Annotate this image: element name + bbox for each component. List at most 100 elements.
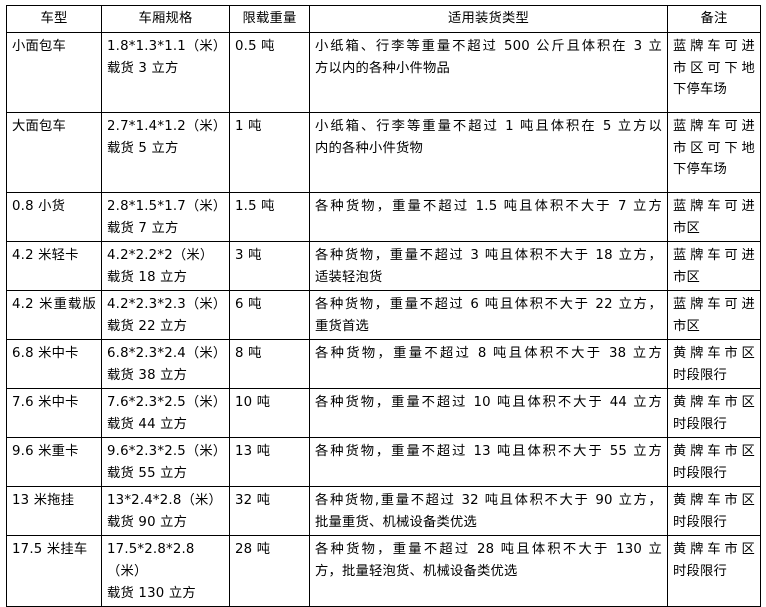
column-header-cargo: 适用装货类型 bbox=[309, 5, 668, 33]
table-row: 13 米拖挂 13*2.4*2.8（米） 载货 90 立方 32 吨 各种货物,… bbox=[6, 486, 761, 537]
column-header-size: 车厢规格 bbox=[101, 5, 230, 33]
cell-size: 13*2.4*2.8（米） 载货 90 立方 bbox=[101, 486, 230, 537]
table-row: 大面包车 2.7*1.4*1.2（米） 载货 5 立方 1 吨 小纸箱、行李等重… bbox=[6, 112, 761, 193]
cargo-line-2: 内的各种小件货物 bbox=[315, 140, 423, 156]
cargo-line-1: 各种货物，重量不超过 1.5 吨且体积不大于 7 立方 bbox=[315, 199, 662, 214]
cargo-line-1: 各种货物，重量不超过 28 吨且体积不大于 130 立 bbox=[315, 542, 662, 558]
cell-model: 9.6 米重卡 bbox=[6, 437, 102, 488]
cell-cargo: 各种货物，重量不超过 3 吨且体积不大于 18 立方， 适装轻泡货 bbox=[309, 241, 668, 292]
size-line-1: 4.2*2.3*2.3（米） bbox=[107, 297, 227, 313]
remark-line-2: 市区 bbox=[673, 269, 700, 285]
cargo-line-1: 各种货物，重量不超过 6 吨且体积不大于 22 立方， bbox=[315, 297, 662, 313]
cell-cargo: 各种货物,重量不超过 32 吨且体积不大于 90 立方， 批量重货、机械设备类优… bbox=[309, 486, 668, 537]
cell-remark: 蓝牌车可进 市区可下地 下停车场 bbox=[667, 32, 761, 113]
remark-line-2: 时段限行 bbox=[673, 367, 727, 383]
remark-line-1: 黄牌车市区 bbox=[673, 444, 755, 460]
cell-model: 4.2 米轻卡 bbox=[6, 241, 102, 292]
cell-remark: 黄牌车市区 时段限行 bbox=[667, 388, 761, 439]
size-line-2: 载货 130 立方 bbox=[107, 585, 196, 601]
cell-load: 13 吨 bbox=[229, 437, 310, 488]
remark-line-2: 市区 bbox=[673, 318, 700, 334]
cargo-line-2: 方以内的各种小件物品 bbox=[315, 60, 450, 76]
table-row: 9.6 米重卡 9.6*2.3*2.5（米） 载货 55 立方 13 吨 各种货… bbox=[6, 437, 761, 488]
cargo-line-2: 批量重货、机械设备类优选 bbox=[315, 514, 477, 530]
table-row: 17.5 米挂车 17.5*2.8*2.8（米） 载货 130 立方 28 吨 … bbox=[6, 535, 761, 607]
cargo-line-2: 适装轻泡货 bbox=[315, 269, 383, 285]
size-line-1: 13*2.4*2.8（米） bbox=[107, 493, 223, 509]
remark-line-2: 时段限行 bbox=[673, 416, 727, 432]
cell-model: 0.8 小货 bbox=[6, 191, 102, 243]
size-line-2: 载货 38 立方 bbox=[107, 367, 188, 383]
cargo-line-2: 重货首选 bbox=[315, 318, 369, 334]
column-header-model: 车型 bbox=[6, 5, 102, 33]
cell-size: 4.2*2.2*2（米） 载货 18 立方 bbox=[101, 241, 230, 292]
cell-size: 17.5*2.8*2.8（米） 载货 130 立方 bbox=[101, 535, 230, 607]
cell-load: 8 吨 bbox=[229, 339, 310, 390]
size-line-1: 6.8*2.3*2.4（米） bbox=[107, 346, 227, 362]
cargo-line-1: 各种货物,重量不超过 32 吨且体积不大于 90 立方， bbox=[315, 493, 662, 509]
cell-remark: 蓝牌车可进 市区 bbox=[667, 290, 761, 341]
remark-line-1: 蓝牌车可进 bbox=[673, 248, 755, 264]
size-line-2: 载货 22 立方 bbox=[107, 318, 188, 334]
remark-line-1: 蓝牌车可进 bbox=[673, 297, 755, 313]
remark-line-3: 下停车场 bbox=[673, 82, 727, 98]
cell-remark: 蓝牌车可进 市区 bbox=[667, 191, 761, 243]
cell-load: 1 吨 bbox=[229, 112, 310, 193]
cell-size: 2.8*1.5*1.7（米） 载货 7 立方 bbox=[101, 191, 230, 243]
cell-size: 1.8*1.3*1.1（米） 载货 3 立方 bbox=[101, 32, 230, 113]
size-line-2: 载货 90 立方 bbox=[107, 514, 188, 530]
size-line-2: 载货 3 立方 bbox=[107, 60, 179, 76]
remark-line-2: 市区 bbox=[673, 220, 700, 236]
table-row: 0.8 小货 2.8*1.5*1.7（米） 载货 7 立方 1.5 吨 各种货物… bbox=[6, 191, 761, 243]
cell-cargo: 各种货物，重量不超过 8 吨且体积不大于 38 立方 bbox=[309, 339, 668, 390]
size-line-2: 载货 7 立方 bbox=[107, 220, 179, 236]
vehicle-specification-table: 车型 车厢规格 限载重量 适用装货类型 备注 小面包车 1.8*1.3*1.1（… bbox=[6, 5, 761, 607]
size-line-2: 载货 18 立方 bbox=[107, 269, 188, 285]
cell-remark: 黄牌车市区 时段限行 bbox=[667, 486, 761, 537]
size-line-1: 9.6*2.3*2.5（米） bbox=[107, 444, 227, 460]
remark-line-2: 市区可下地 bbox=[673, 60, 755, 76]
remark-line-1: 黄牌车市区 bbox=[673, 542, 755, 558]
table-header-row: 车型 车厢规格 限载重量 适用装货类型 备注 bbox=[6, 5, 761, 33]
cell-cargo: 小纸箱、行李等重量不超过 500 公斤且体积在 3 立 方以内的各种小件物品 bbox=[309, 32, 668, 113]
cell-model: 13 米拖挂 bbox=[6, 486, 102, 537]
size-line-1: 17.5*2.8*2.8（米） bbox=[107, 542, 195, 579]
cell-remark: 黄牌车市区 时段限行 bbox=[667, 437, 761, 488]
cell-load: 1.5 吨 bbox=[229, 191, 310, 243]
size-line-2: 载货 5 立方 bbox=[107, 140, 179, 156]
cell-model: 大面包车 bbox=[6, 112, 102, 193]
size-line-1: 7.6*2.3*2.5（米） bbox=[107, 395, 227, 411]
cell-remark: 黄牌车市区 时段限行 bbox=[667, 339, 761, 390]
remark-line-2: 市区可下地 bbox=[673, 140, 755, 156]
cell-cargo: 小纸箱、行李等重量不超过 1 吨且体积在 5 立方以 内的各种小件货物 bbox=[309, 112, 668, 193]
cell-model: 7.6 米中卡 bbox=[6, 388, 102, 439]
remark-line-1: 蓝牌车可进 bbox=[673, 39, 755, 54]
remark-line-2: 时段限行 bbox=[673, 563, 727, 579]
table-row: 小面包车 1.8*1.3*1.1（米） 载货 3 立方 0.5 吨 小纸箱、行李… bbox=[6, 32, 761, 113]
cell-load: 10 吨 bbox=[229, 388, 310, 439]
cell-size: 2.7*1.4*1.2（米） 载货 5 立方 bbox=[101, 112, 230, 193]
remark-line-2: 时段限行 bbox=[673, 465, 727, 481]
cell-cargo: 各种货物，重量不超过 13 吨且体积不大于 55 立方 bbox=[309, 437, 668, 488]
cell-load: 32 吨 bbox=[229, 486, 310, 537]
cargo-line-1: 各种货物，重量不超过 13 吨且体积不大于 55 立方 bbox=[315, 444, 662, 460]
cargo-line-1: 各种货物，重量不超过 8 吨且体积不大于 38 立方 bbox=[315, 346, 662, 362]
size-line-1: 2.7*1.4*1.2（米） bbox=[107, 119, 227, 134]
vehicle-spec-sheet: 车型 车厢规格 限载重量 适用装货类型 备注 小面包车 1.8*1.3*1.1（… bbox=[0, 5, 766, 607]
cell-model: 小面包车 bbox=[6, 32, 102, 113]
cell-model: 17.5 米挂车 bbox=[6, 535, 102, 607]
cell-size: 6.8*2.3*2.4（米） 载货 38 立方 bbox=[101, 339, 230, 390]
size-line-2: 载货 55 立方 bbox=[107, 465, 188, 481]
size-line-1: 4.2*2.2*2（米） bbox=[107, 248, 214, 264]
cell-size: 7.6*2.3*2.5（米） 载货 44 立方 bbox=[101, 388, 230, 439]
remark-line-1: 蓝牌车可进 bbox=[673, 199, 755, 214]
cell-load: 0.5 吨 bbox=[229, 32, 310, 113]
cell-cargo: 各种货物，重量不超过 10 吨且体积不大于 44 立方 bbox=[309, 388, 668, 439]
cell-cargo: 各种货物，重量不超过 28 吨且体积不大于 130 立 方，批量轻泡货、机械设备… bbox=[309, 535, 668, 607]
cargo-line-1: 小纸箱、行李等重量不超过 1 吨且体积在 5 立方以 bbox=[315, 119, 662, 134]
cell-load: 28 吨 bbox=[229, 535, 310, 607]
table-row: 4.2 米轻卡 4.2*2.2*2（米） 载货 18 立方 3 吨 各种货物，重… bbox=[6, 241, 761, 292]
column-header-remark: 备注 bbox=[667, 5, 761, 33]
cell-size: 9.6*2.3*2.5（米） 载货 55 立方 bbox=[101, 437, 230, 488]
cell-remark: 黄牌车市区 时段限行 bbox=[667, 535, 761, 607]
